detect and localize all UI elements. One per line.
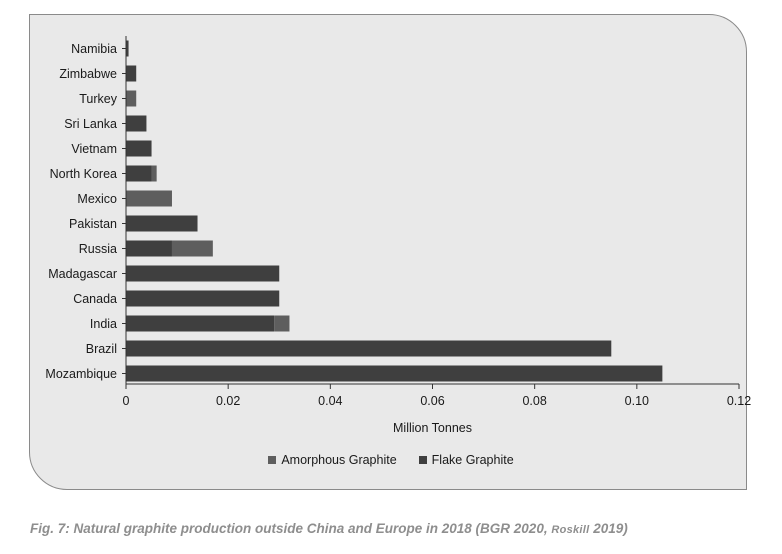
category-label: Russia: [79, 242, 117, 256]
x-tick-label: 0.06: [420, 394, 444, 408]
legend-label: Flake Graphite: [431, 453, 514, 467]
category-label: Canada: [73, 292, 117, 306]
bar-mozambique-flake-graphite: [126, 365, 663, 382]
x-tick-label: 0.08: [522, 394, 546, 408]
bar-namibia-flake-graphite: [126, 40, 129, 57]
bar-pakistan-flake-graphite: [126, 215, 198, 232]
legend-swatch: [268, 456, 277, 464]
x-tick-label: 0.02: [216, 394, 240, 408]
legend-label: Amorphous Graphite: [281, 453, 397, 467]
bar-turkey-amorphous-graphite: [126, 90, 137, 107]
bar-madagascar-flake-graphite: [126, 265, 280, 282]
caption-suffix: 2019): [589, 521, 628, 536]
bar-india-amorphous-graphite: [274, 315, 290, 332]
bar-north-korea-amorphous-graphite: [151, 165, 157, 182]
bars-group: [126, 40, 663, 382]
figure-caption: Fig. 7: Natural graphite production outs…: [30, 521, 628, 536]
x-tick-label: 0: [123, 394, 130, 408]
category-label: Namibia: [71, 42, 117, 56]
bar-canada-flake-graphite: [126, 290, 280, 307]
legend-swatch: [418, 456, 427, 464]
y-axis-labels: Namibia Zimbabwe Turkey Sri Lanka Vietnam Nor…: [45, 42, 117, 381]
bar-zimbabwe-flake-graphite: [126, 65, 137, 82]
bar-india-flake-graphite: [126, 315, 275, 332]
x-tick-label: 0.10: [625, 394, 649, 408]
bar-sri-lanka-flake-graphite: [126, 115, 147, 132]
bar-russia-amorphous-graphite: [171, 240, 213, 257]
x-tick-label: 0.04: [318, 394, 342, 408]
category-label: Zimbabwe: [59, 67, 117, 81]
category-label: Mozambique: [45, 367, 117, 381]
axes: [122, 36, 739, 385]
category-label: Mexico: [77, 192, 117, 206]
category-label: Madagascar: [48, 267, 117, 281]
legend-item: Flake Graphite: [418, 453, 514, 467]
category-label: Sri Lanka: [64, 117, 117, 131]
x-axis-title: Million Tonnes: [393, 421, 472, 435]
caption-prefix: Fig. 7: Natural graphite production outs…: [30, 521, 552, 536]
category-label: North Korea: [50, 167, 117, 181]
bar-vietnam-flake-graphite: [126, 140, 152, 157]
legend-item: Amorphous Graphite: [268, 453, 397, 467]
bar-brazil-flake-graphite: [126, 340, 612, 357]
category-label: Pakistan: [69, 217, 117, 231]
bar-russia-flake-graphite: [126, 240, 172, 257]
x-axis-ticks: 0 0.02 0.04 0.06 0.08 0.10 0.12: [123, 384, 751, 408]
category-label: Vietnam: [71, 142, 117, 156]
category-label: Turkey: [79, 92, 117, 106]
x-tick-label: 0.12: [727, 394, 751, 408]
category-label: India: [90, 317, 117, 331]
bar-mexico-amorphous-graphite: [126, 190, 172, 207]
category-label: Brazil: [86, 342, 117, 356]
bar-north-korea-flake-graphite: [126, 165, 152, 182]
legend: Amorphous Graphite Flake Graphite: [0, 453, 782, 467]
caption-smallcaps: Roskill: [551, 524, 590, 536]
